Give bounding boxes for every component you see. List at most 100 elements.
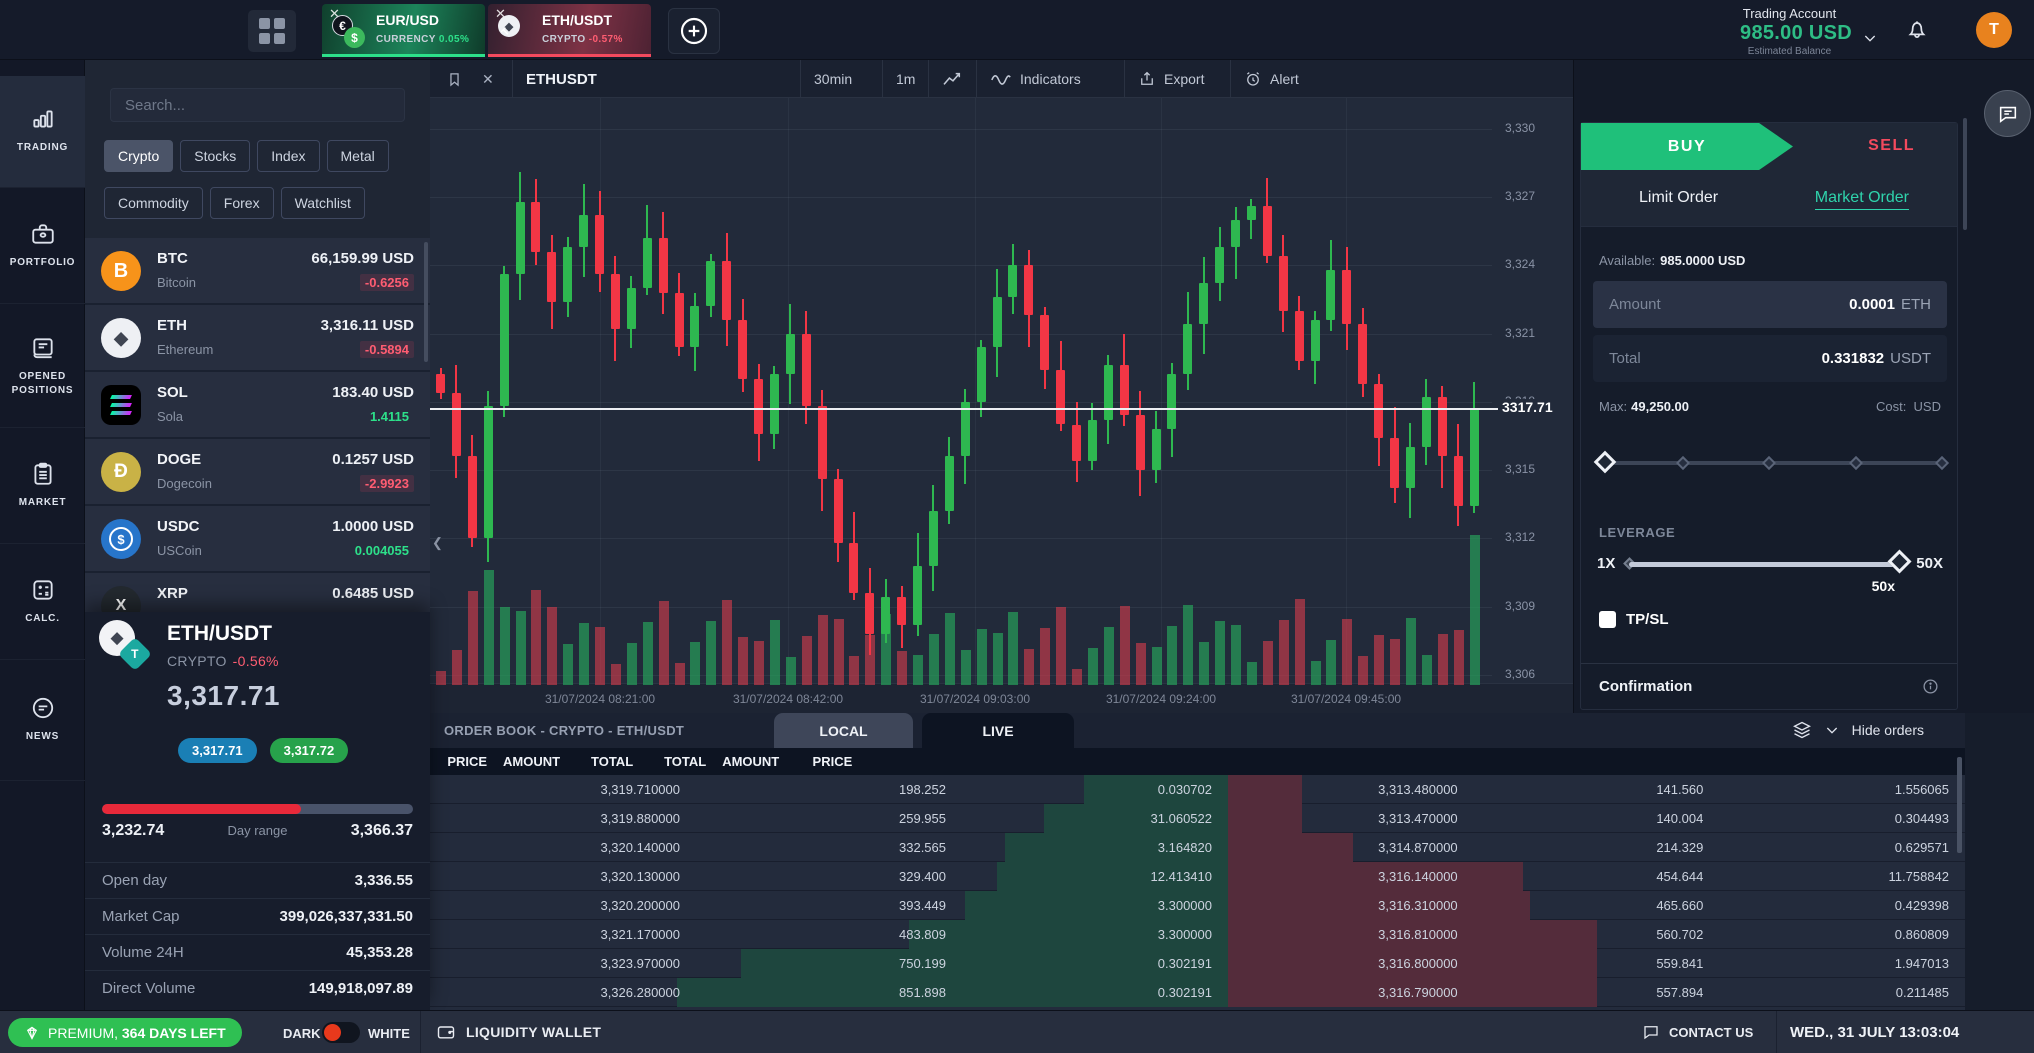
- asset-price: 0.6485 USD: [332, 585, 414, 602]
- contact-label: CONTACT US: [1669, 1024, 1754, 1040]
- liquidity-wallet-button[interactable]: LIQUIDITY WALLET: [436, 1022, 601, 1042]
- sidebar-item-news[interactable]: NEWS: [0, 661, 85, 781]
- order-book-row[interactable]: 3,321.170000 483.809 3.300000 3,316.810000 5…: [430, 920, 2034, 949]
- close-icon[interactable]: ✕: [482, 70, 494, 87]
- asset-row-eth[interactable]: ◆ ETH Ethereum 3,316.11 USD -0.5894: [85, 305, 430, 372]
- ask-amount: 851.898: [899, 985, 946, 1000]
- leverage-slider[interactable]: 1X 50X: [1597, 549, 1943, 575]
- order-panel-scrollbar[interactable]: [1963, 118, 1967, 230]
- order-book-row[interactable]: 3,320.140000 332.565 3.164820 3,314.870000 2…: [430, 833, 2034, 862]
- tab-category: CRYPTO: [542, 34, 586, 45]
- bar-chart-icon: [32, 110, 53, 128]
- collapse-left-panel-icon[interactable]: ❮: [432, 535, 443, 550]
- contact-us-button[interactable]: CONTACT US: [1642, 1023, 1753, 1041]
- market-order-tab[interactable]: Market Order: [1814, 189, 1909, 210]
- interval-1m-button[interactable]: 1m: [896, 71, 916, 87]
- chart-type-icon[interactable]: [942, 60, 964, 98]
- cost-unit: USD: [1913, 399, 1941, 414]
- order-book-row[interactable]: 3,320.200000 393.449 3.300000 3,316.310000 4…: [430, 891, 2034, 920]
- total-field[interactable]: Total 0.331832 USDT: [1593, 335, 1947, 382]
- bell-icon[interactable]: [1904, 16, 1930, 42]
- premium-badge[interactable]: PREMIUM, 364 DAYS LEFT: [8, 1018, 242, 1047]
- order-book-row[interactable]: 3,319.710000 198.252 0.030702 3,313.480000 1…: [430, 775, 2034, 804]
- info-icon[interactable]: [1922, 678, 1939, 695]
- tab-change: 0.05%: [438, 34, 470, 45]
- bookmark-icon[interactable]: [446, 60, 463, 98]
- filter-chip-index[interactable]: Index: [257, 140, 320, 172]
- filter-chip-stocks[interactable]: Stocks: [180, 140, 251, 172]
- amount-slider-stop-50[interactable]: [1761, 455, 1777, 471]
- leverage-max: 50X: [1916, 555, 1943, 572]
- amount-slider-handle[interactable]: [1593, 450, 1617, 474]
- order-book-scrollbar[interactable]: [1957, 757, 1962, 853]
- tab-sell[interactable]: SELL: [1868, 137, 1915, 154]
- amount-field[interactable]: Amount 0.0001 ETH: [1593, 281, 1947, 328]
- avatar[interactable]: T: [1976, 12, 2012, 48]
- bid-amount: 140.004: [1656, 811, 1704, 826]
- asset-name: Dogecoin: [157, 476, 212, 491]
- usdc-icon: $: [101, 519, 141, 559]
- close-icon[interactable]: ✕: [329, 6, 340, 21]
- candlestick-chart[interactable]: ❮ 3,3303,3273,3243,3213,3183,3153,3123,3…: [430, 98, 1573, 713]
- ask-badge[interactable]: 3,317.72: [269, 738, 349, 763]
- filter-chip-metal[interactable]: Metal: [326, 140, 389, 172]
- add-instrument-button[interactable]: [668, 8, 720, 54]
- order-book-row[interactable]: 3,323.970000 750.199 0.302191 3,316.800000 5…: [430, 949, 2034, 978]
- x-axis-timestamp: 31/07/2024 08:21:00: [544, 692, 656, 706]
- bid-badge[interactable]: 3,317.71: [178, 738, 257, 763]
- sidebar-item-opened-positions[interactable]: OPENED POSITIONS: [0, 305, 85, 428]
- sidebar-item-calc[interactable]: CALC.: [0, 545, 85, 660]
- y-axis-label: 3,327: [1505, 189, 1536, 203]
- alert-button[interactable]: Alert: [1244, 60, 1299, 98]
- order-book-row[interactable]: 3,326.280000 851.898 0.302191 3,316.790000 5…: [430, 978, 2034, 1007]
- stat-label: Volume 24H: [102, 944, 184, 961]
- chat-fab-button[interactable]: [1984, 90, 2031, 137]
- filter-chip-forex[interactable]: Forex: [209, 187, 274, 219]
- indicators-button[interactable]: Indicators: [990, 60, 1081, 98]
- interval-30min-button[interactable]: 30min: [814, 71, 853, 87]
- filter-chip-watchlist[interactable]: Watchlist: [280, 187, 365, 219]
- order-book-row[interactable]: 3,319.880000 259.955 31.060522 3,313.470000…: [430, 804, 2034, 833]
- chevron-down-icon[interactable]: [1862, 30, 1878, 46]
- order-book-title: ORDER BOOK - CRYPTO - ETH/USDT: [444, 723, 685, 738]
- limit-order-tab[interactable]: Limit Order: [1639, 189, 1719, 206]
- instrument-tab-eurusd[interactable]: ✕ € $ EUR/USD CURRENCY 0.05%: [322, 4, 485, 57]
- leverage-slider-track[interactable]: [1629, 562, 1905, 567]
- order-book-row[interactable]: 3,320.130000 329.400 12.413410 3,316.140000…: [430, 862, 2034, 891]
- amount-value: 0.0001: [1849, 295, 1895, 313]
- sidebar-item-trading[interactable]: TRADING: [0, 76, 85, 188]
- wallet-icon: [437, 1026, 455, 1039]
- ask-price: 3,320.130000: [600, 869, 680, 884]
- filter-chip-crypto[interactable]: Crypto: [104, 140, 174, 172]
- account-balance[interactable]: 985.00 USD: [1740, 22, 1852, 44]
- theme-toggle[interactable]: [322, 1022, 360, 1043]
- tab-live[interactable]: LIVE: [922, 713, 1074, 748]
- amount-slider-stop-25[interactable]: [1675, 455, 1690, 471]
- amount-slider-stop-100[interactable]: [1934, 455, 1950, 471]
- leverage-slider-handle[interactable]: [1887, 549, 1912, 574]
- amount-slider-stop-75[interactable]: [1848, 455, 1863, 471]
- total-unit: USDT: [1890, 349, 1931, 367]
- filter-chip-commodity[interactable]: Commodity: [104, 187, 203, 219]
- search-input[interactable]: [111, 89, 404, 121]
- tab-local[interactable]: LOCAL: [774, 713, 913, 748]
- hide-orders-control[interactable]: Hide orders: [1792, 720, 1924, 740]
- close-icon[interactable]: ✕: [495, 6, 506, 21]
- amount-slider[interactable]: [1593, 450, 1950, 474]
- confirmation-row[interactable]: Confirmation: [1581, 663, 1957, 709]
- watchlist-scrollbar[interactable]: [424, 242, 428, 362]
- sidebar-item-portfolio[interactable]: PORTFOLIO: [0, 189, 85, 304]
- instrument-tab-ethusdt[interactable]: ✕ ◆ T ETH/USDT CRYPTO -0.57%: [488, 4, 651, 57]
- tab-buy[interactable]: BUY: [1581, 123, 1793, 170]
- asset-row-sol[interactable]: SOL Sola 183.40 USD 1.4115: [85, 372, 430, 439]
- sidebar-item-market[interactable]: MARKET: [0, 429, 85, 544]
- tpsl-checkbox-row[interactable]: TP/SL: [1599, 611, 1669, 628]
- layout-grid-button[interactable]: [248, 10, 296, 52]
- tpsl-checkbox[interactable]: [1599, 611, 1616, 628]
- wallet-label: LIQUIDITY WALLET: [466, 1024, 602, 1040]
- asset-symbol: DOGE: [157, 451, 202, 468]
- asset-row-doge[interactable]: Ð DOGE Dogecoin 0.1257 USD -2.9923: [85, 439, 430, 506]
- asset-row-btc[interactable]: B BTC Bitcoin 66,159.99 USD -0.6256: [85, 238, 430, 305]
- export-button[interactable]: Export: [1138, 60, 1204, 98]
- asset-row-usdc[interactable]: $ USDC USCoin 1.0000 USD 0.004055: [85, 506, 430, 573]
